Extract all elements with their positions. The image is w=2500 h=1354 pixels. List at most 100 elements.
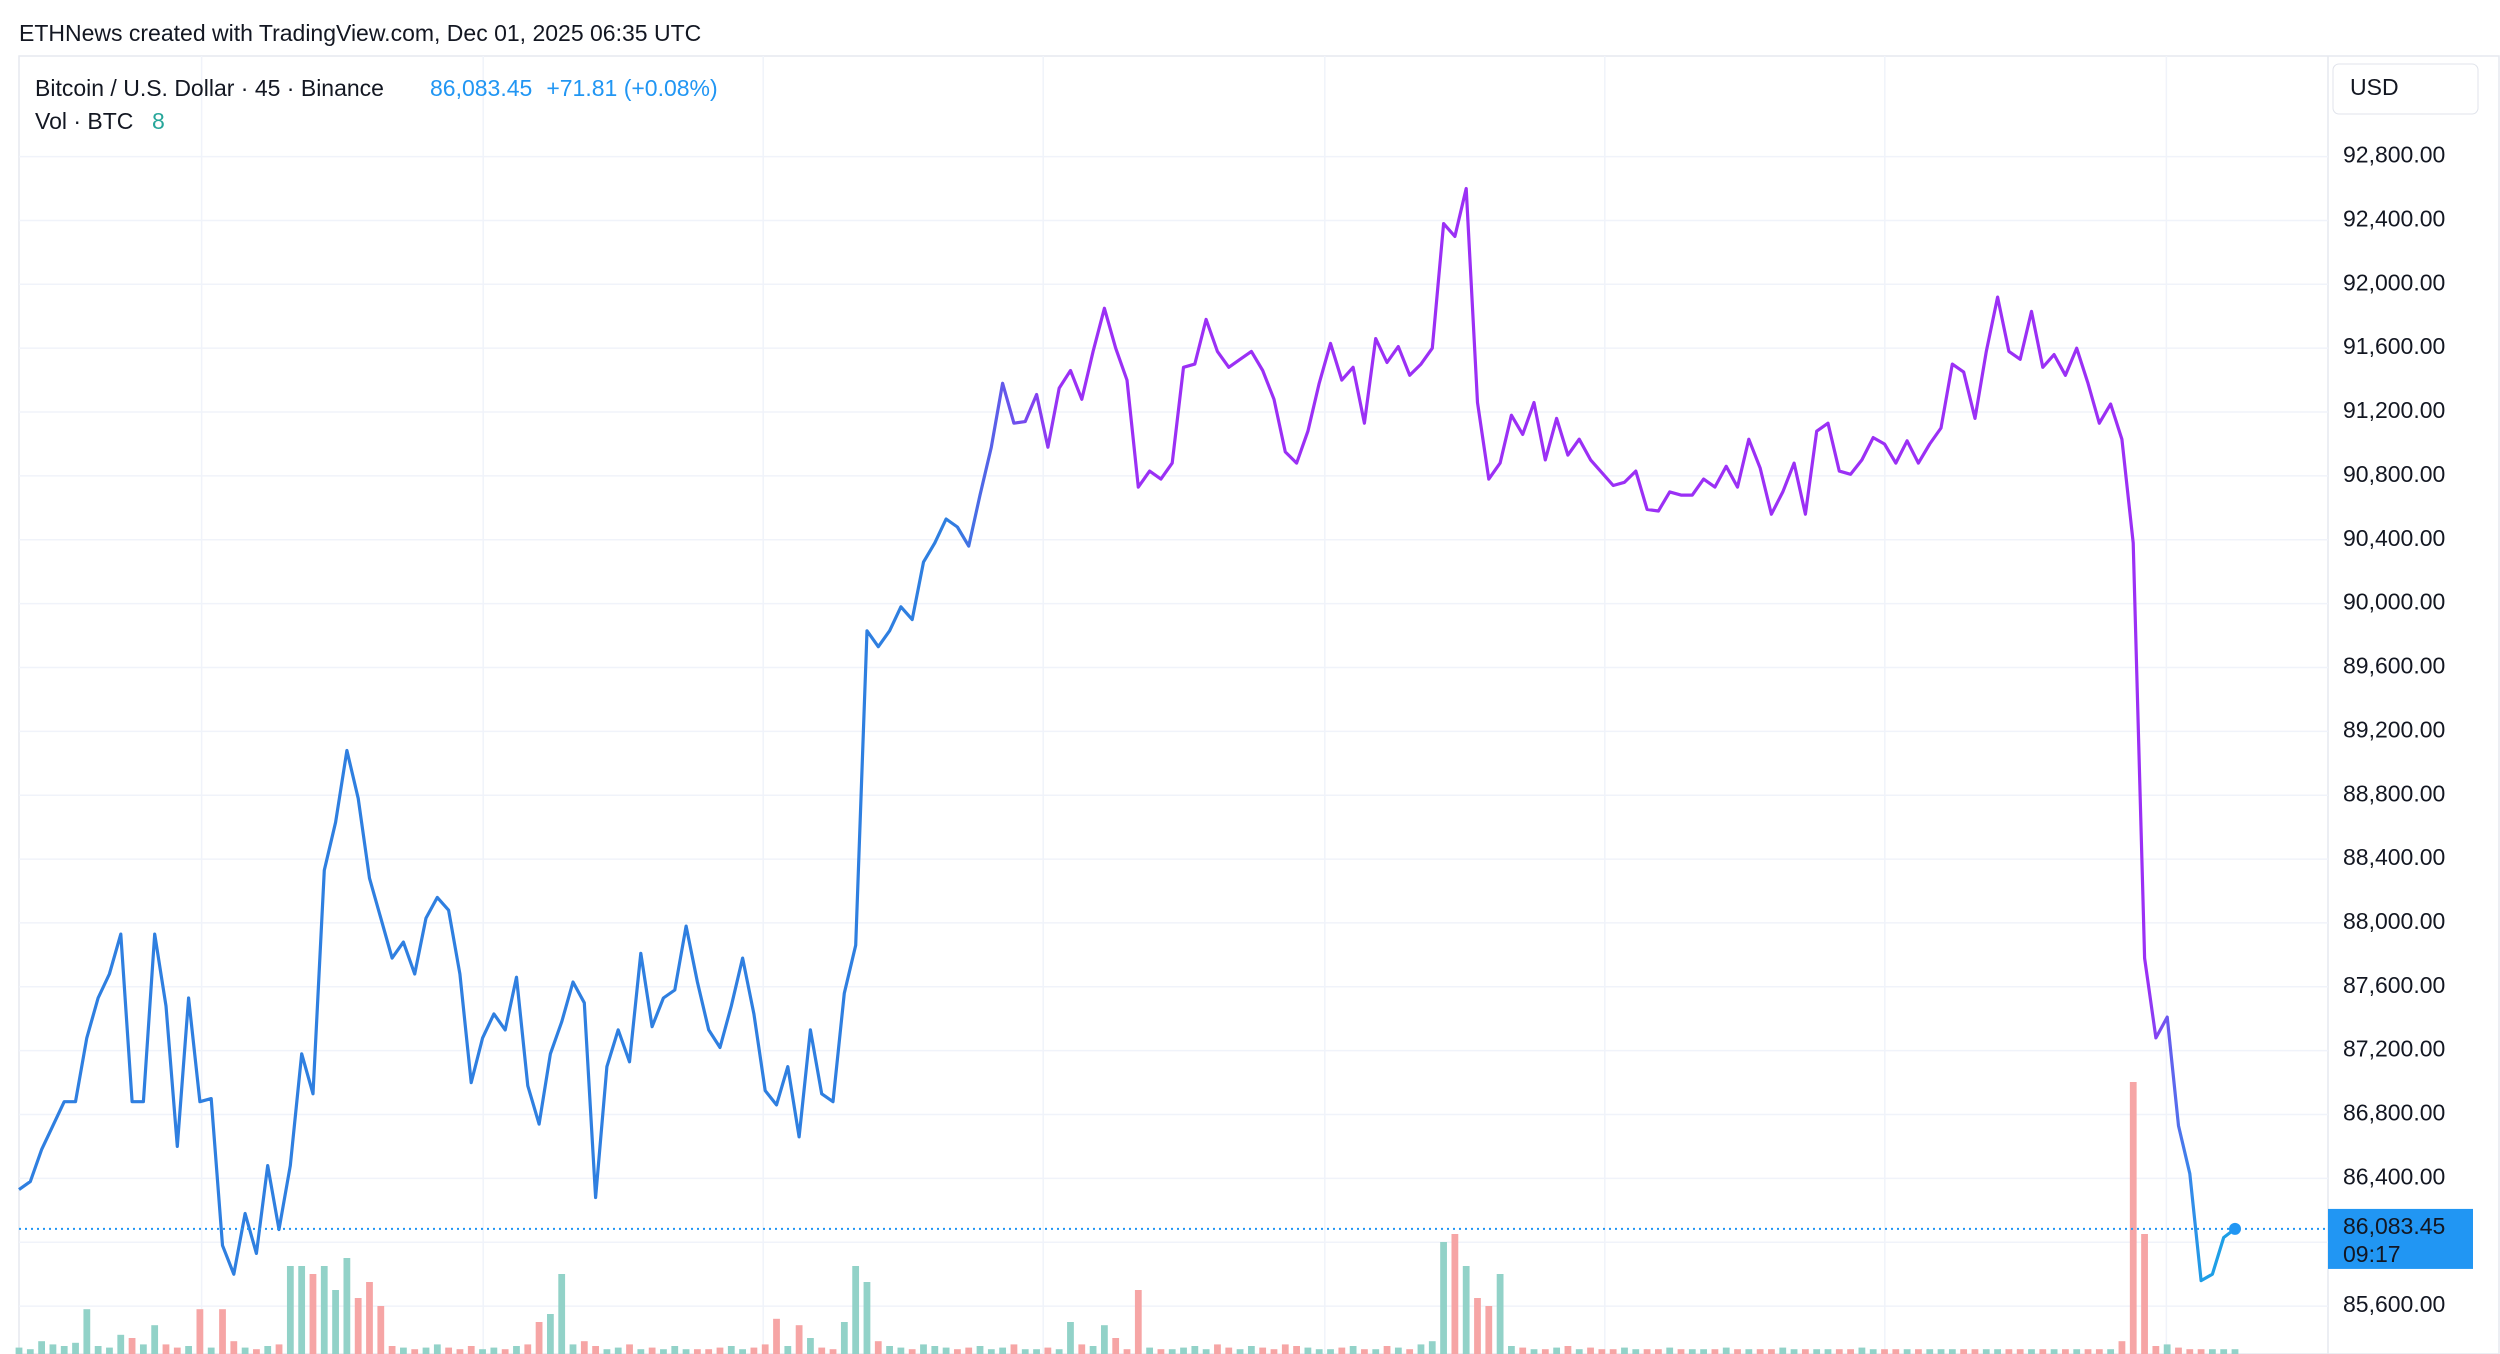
countdown: 09:17 <box>2343 1241 2401 1267</box>
volume-bar <box>1406 1349 1414 1354</box>
volume-bar <box>1530 1349 1538 1354</box>
y-tick-label: 87,200.00 <box>2343 1036 2445 1062</box>
chart-frame <box>18 55 2500 1354</box>
volume-bar <box>1270 1349 1278 1354</box>
last-price: 86,083.45 <box>430 75 532 101</box>
volume-bar <box>2129 1082 2137 1354</box>
volume-bar <box>1496 1274 1504 1354</box>
credit: ETHNews created with TradingView.com, De… <box>19 20 701 46</box>
volume-bar <box>1247 1346 1255 1354</box>
volume-bar <box>603 1349 611 1354</box>
volume-bar <box>1338 1347 1346 1354</box>
volume-bar <box>1044 1347 1052 1354</box>
volume-bar <box>2095 1349 2103 1354</box>
last-price-label: 86,083.45 <box>2343 1213 2445 1239</box>
volume-bar <box>1372 1349 1380 1354</box>
volume-bar <box>2005 1349 2013 1354</box>
volume-bar <box>286 1266 294 1354</box>
volume-bar <box>2050 1349 2058 1354</box>
volume-bar <box>253 1349 260 1354</box>
volume-bars <box>15 1082 2239 1354</box>
volume-bar <box>1100 1325 1108 1354</box>
currency[interactable]: USD <box>2350 74 2399 100</box>
volume-bar <box>1892 1349 1900 1354</box>
volume-bar <box>1078 1344 1086 1354</box>
volume-bar <box>1654 1349 1662 1354</box>
volume-bar <box>1734 1349 1741 1354</box>
volume-bar <box>2062 1349 2069 1354</box>
volume-bar <box>1123 1349 1131 1354</box>
volume-bar <box>1869 1349 1877 1354</box>
y-tick-label: 86,400.00 <box>2343 1163 2445 1189</box>
volume-bar <box>445 1347 453 1354</box>
volume-bar <box>886 1346 893 1354</box>
volume-bar <box>750 1347 758 1354</box>
volume-bar <box>2084 1349 2092 1354</box>
volume-bar <box>648 1347 656 1354</box>
volume-bar <box>546 1314 554 1354</box>
y-tick-label: 85,600.00 <box>2343 1291 2445 1317</box>
volume-bar <box>2208 1349 2216 1354</box>
volume-bar <box>433 1344 441 1354</box>
volume-bar <box>1180 1347 1187 1354</box>
volume-bar <box>1553 1347 1561 1354</box>
last-point <box>2229 1222 2241 1235</box>
volume-bar <box>388 1346 396 1354</box>
volume-bar <box>366 1282 373 1354</box>
volume-bar <box>569 1344 577 1354</box>
volume-bar <box>1587 1347 1594 1354</box>
price-axis: 85,600.0086,000.0086,400.0086,800.0087,2… <box>2328 142 2473 1317</box>
volume-bar <box>230 1341 238 1354</box>
volume-bar <box>1790 1349 1798 1354</box>
volume-bar <box>1417 1344 1425 1354</box>
grid <box>19 56 2328 1354</box>
volume-bar <box>94 1346 102 1354</box>
volume-bar <box>592 1346 600 1354</box>
volume-bar <box>1926 1349 1934 1354</box>
volume-bar <box>15 1347 23 1354</box>
volume-bar <box>2175 1347 2182 1354</box>
volume-bar <box>773 1318 780 1354</box>
volume-bar <box>852 1266 860 1354</box>
volume-bar <box>2039 1349 2047 1354</box>
volume-bar <box>49 1344 57 1354</box>
volume-bar <box>1700 1349 1708 1354</box>
volume-bar <box>1575 1349 1583 1354</box>
volume-bar <box>614 1347 622 1354</box>
volume-bar <box>1349 1346 1357 1354</box>
volume-bar <box>920 1344 927 1354</box>
volume-bar <box>931 1346 939 1354</box>
y-tick-label: 91,600.00 <box>2343 333 2445 359</box>
volume-bar <box>1937 1349 1945 1354</box>
volume-bar <box>1428 1341 1436 1354</box>
volume-bar <box>693 1349 701 1354</box>
volume-bar <box>1994 1349 2001 1354</box>
volume-bar <box>1010 1344 1018 1354</box>
volume-bar <box>874 1341 882 1354</box>
volume-bar <box>2016 1349 2024 1354</box>
volume-bar <box>2220 1349 2228 1354</box>
volume-bar <box>637 1349 645 1354</box>
volume-bar <box>219 1309 226 1354</box>
volume-bar <box>1881 1349 1888 1354</box>
y-tick-label: 91,200.00 <box>2343 397 2445 423</box>
volume-bar <box>196 1309 204 1354</box>
currency-button[interactable] <box>2332 63 2479 115</box>
volume-bar <box>2152 1346 2160 1354</box>
volume-bar <box>2028 1349 2035 1354</box>
volume-bar <box>1485 1306 1493 1354</box>
volume-bar <box>1643 1349 1651 1354</box>
volume-bar <box>626 1344 633 1354</box>
volume-bar <box>400 1347 407 1354</box>
volume-bar <box>1462 1266 1470 1354</box>
volume-bar <box>1214 1344 1221 1354</box>
volume-bar <box>1609 1349 1617 1354</box>
volume-bar <box>1236 1349 1244 1354</box>
volume-bar <box>1146 1347 1154 1354</box>
volume-bar <box>38 1341 46 1354</box>
volume-bar <box>976 1346 984 1354</box>
volume-bar <box>716 1347 724 1354</box>
last-price-box <box>2328 1208 2473 1269</box>
volume-bar <box>173 1347 181 1354</box>
y-tick-label: 90,400.00 <box>2343 525 2445 551</box>
